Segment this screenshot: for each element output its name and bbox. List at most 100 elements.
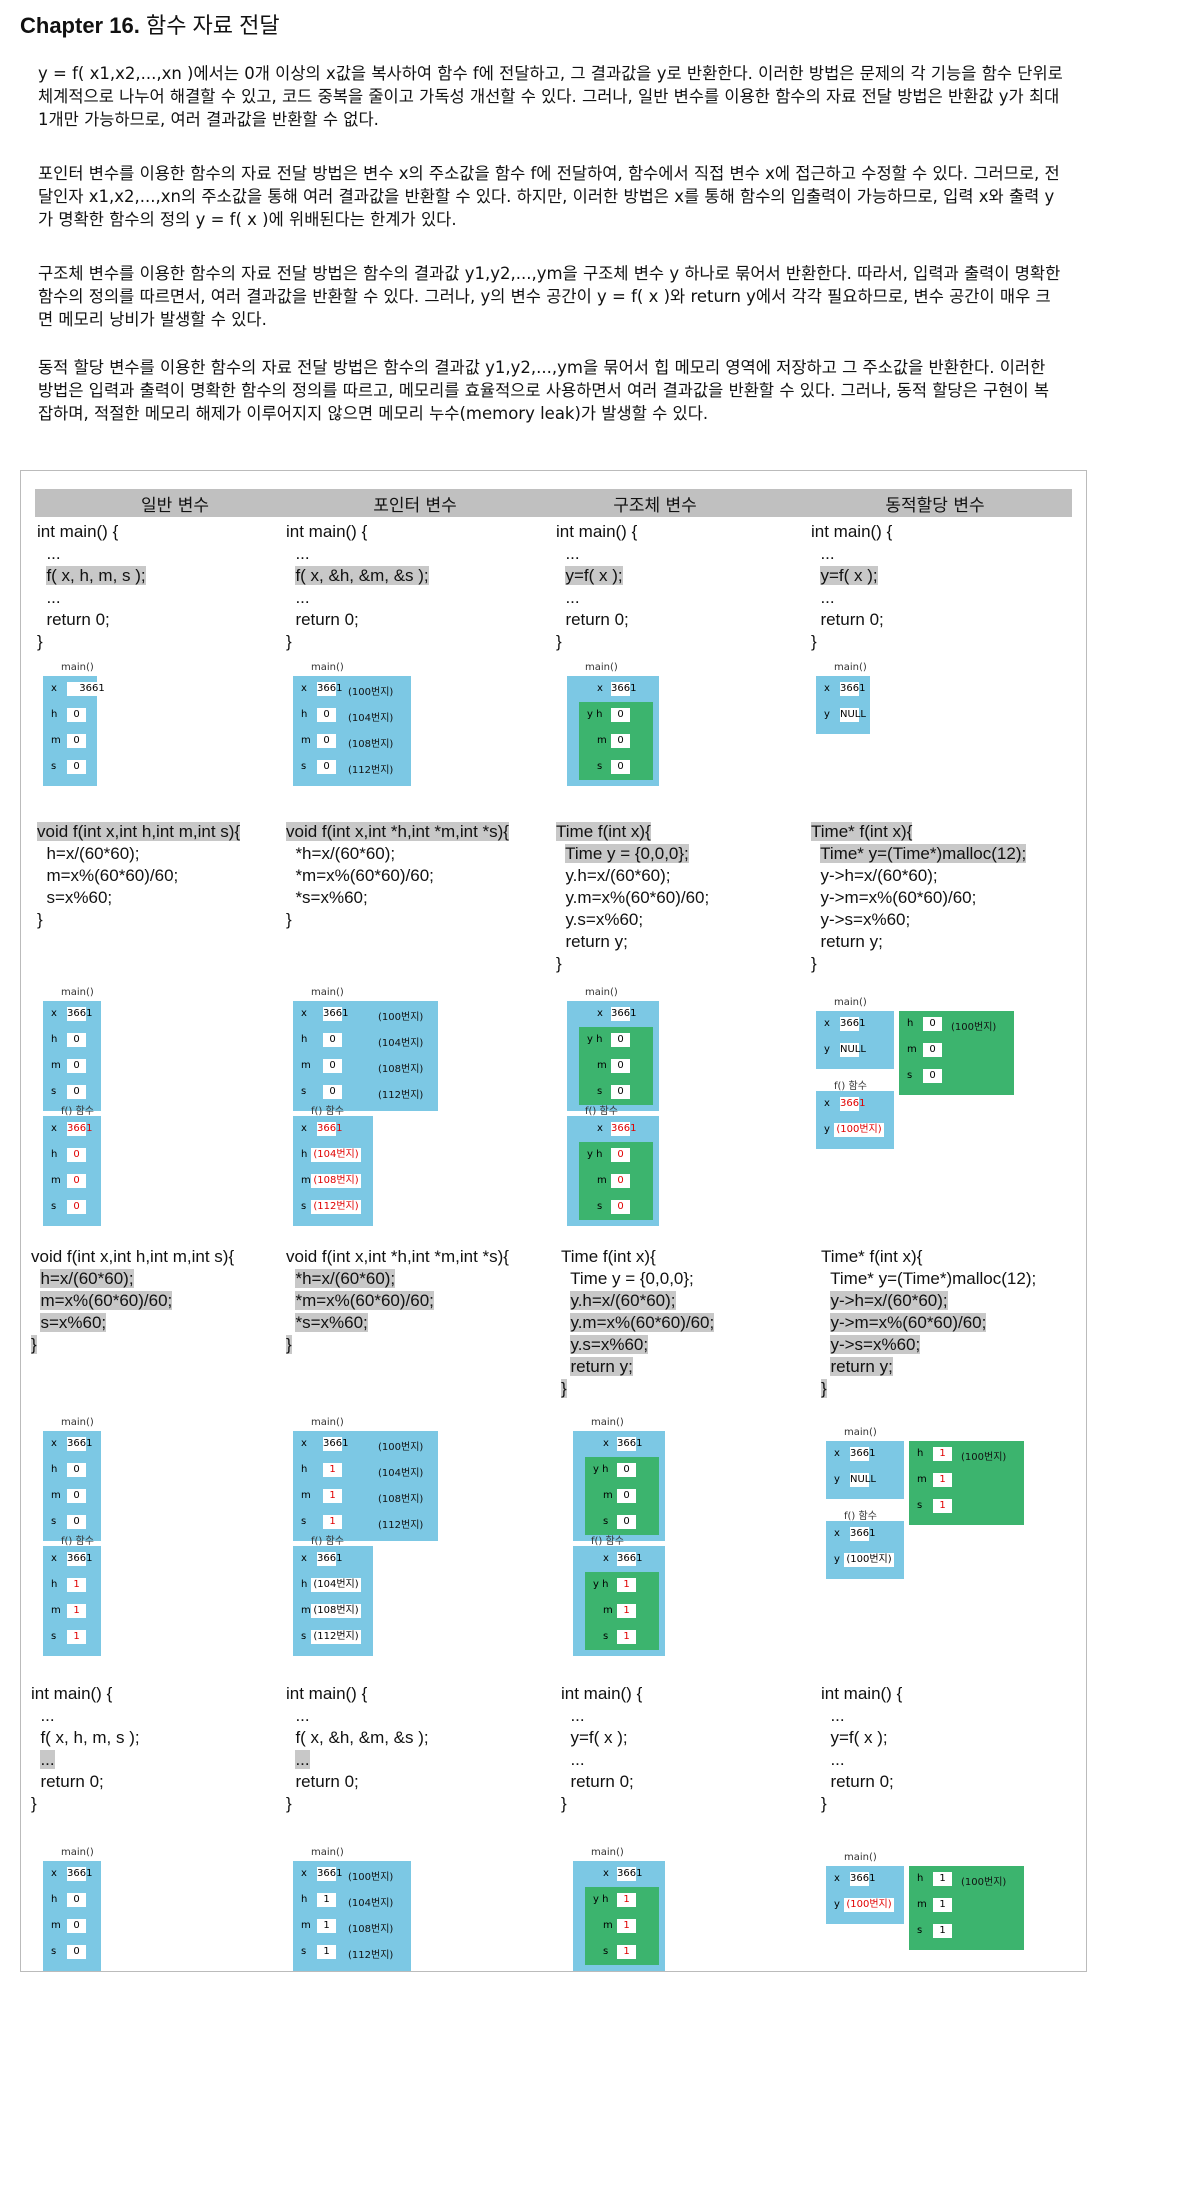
var-label: x: [824, 1098, 830, 1109]
var-value: 0: [67, 708, 86, 722]
memory-frame-label: f() 함수: [61, 1536, 94, 1547]
var-label: x: [301, 683, 307, 694]
code-line: Time* y=(Time*)malloc(12);: [821, 1269, 1037, 1288]
memory-block: x 3661 (100번지) h 1 (104번지) m 1 (108번지) s 1 (112번지): [293, 1861, 411, 1971]
var-label: s: [301, 761, 307, 772]
var-label: m: [603, 1490, 613, 1501]
code-line: }: [556, 632, 562, 651]
var-label: h: [917, 1448, 924, 1459]
code-line: ...: [286, 544, 310, 563]
var-label: y h: [587, 1034, 603, 1045]
memory-block: x 3661 y NULL: [816, 676, 870, 734]
address-label: (108번지): [348, 739, 394, 750]
code-line: y.h=x/(60*60);: [556, 866, 671, 885]
var-label: y: [824, 1124, 830, 1135]
paragraph-2: 포인터 변수를 이용한 함수의 자료 전달 방법은 변수 x의 주소값을 함수 …: [38, 164, 1060, 229]
code-line: void f(int x,int h,int m,int s){: [31, 1247, 235, 1266]
var-label: m: [301, 1175, 311, 1186]
code-line: f( x, &h, &m, &s );: [286, 1728, 429, 1747]
code-f-normal: void f(int x,int h,int m,int s){ h=x/(60…: [37, 821, 241, 931]
memory-block: h 1 (100번지) m 1 s 1: [909, 1866, 1024, 1950]
var-value: 3661: [67, 1007, 93, 1021]
var-value: 1: [933, 1924, 952, 1938]
var-value: 0: [923, 1017, 942, 1031]
code-line: }: [286, 1335, 292, 1354]
column-header-3: 구조체 변수: [613, 496, 697, 516]
var-value: 0: [67, 1945, 86, 1959]
code-main-dynamic: int main() { ... y=f( x ); ... return 0;…: [811, 521, 892, 653]
var-value: 1: [323, 1515, 342, 1529]
code-line: }: [286, 632, 292, 651]
var-value: 1: [933, 1872, 952, 1886]
var-value: NULL: [850, 1473, 876, 1487]
var-value: 3661: [67, 1122, 93, 1136]
diagram-frame: 일반 변수 포인터 변수 구조체 변수 동적할당 변수 int main() {…: [20, 470, 1087, 1972]
code-line: m=x%(60*60)/60;: [37, 866, 179, 885]
var-value: 0: [67, 1174, 86, 1188]
var-value: 1: [933, 1499, 952, 1513]
var-label: y: [824, 1044, 830, 1055]
var-value: 0: [67, 1200, 86, 1214]
var-value: 0: [617, 1463, 636, 1477]
var-label: m: [917, 1474, 927, 1485]
var-label: m: [907, 1044, 917, 1055]
var-label: x: [834, 1448, 840, 1459]
address-label: (100번지): [961, 1452, 1007, 1463]
var-label: y: [834, 1474, 840, 1485]
code-line: }: [561, 1379, 567, 1398]
code-line: ...: [556, 588, 580, 607]
address-label: (100번지): [348, 687, 394, 698]
var-label: x: [597, 1008, 603, 1019]
var-label: s: [51, 1516, 57, 1527]
code-main-normal: int main() { ... f( x, h, m, s ); ... re…: [37, 521, 146, 653]
var-value: 0: [67, 1919, 86, 1933]
code-line: y->s=x%60;: [830, 1335, 921, 1354]
struct-block: [909, 1866, 1024, 1950]
memory-block: x 3661 (100번지) h 1 (104번지) m 1 (108번지) s 1 (112번지): [293, 1431, 438, 1541]
var-value: 0: [67, 734, 86, 748]
code-line: int main() {: [31, 1684, 113, 1703]
var-value: 0: [611, 760, 630, 774]
var-value: 0: [611, 1148, 630, 1162]
code-line: }: [37, 910, 43, 929]
var-label: h: [301, 1034, 308, 1045]
var-value: 3661: [323, 1007, 349, 1021]
var-label: x: [51, 683, 57, 694]
var-value: NULL: [840, 1043, 866, 1057]
var-value: 0: [67, 1033, 86, 1047]
var-label: m: [301, 1920, 311, 1931]
var-label: m: [301, 1490, 311, 1501]
code-line: ...: [286, 588, 310, 607]
code-line: y.h=x/(60*60);: [570, 1291, 676, 1310]
var-label: y: [834, 1554, 840, 1565]
code-line: }: [821, 1794, 827, 1813]
var-value: 3661: [611, 682, 637, 696]
code-line: s=x%60;: [37, 888, 113, 907]
code-line: return y;: [830, 1357, 893, 1376]
paragraph-1: y = f( x1,x2,...,xn )에서는 0개 이상의 x값을 복사하여…: [38, 64, 1063, 129]
code-line: }: [31, 1335, 37, 1354]
code-main-pointer: int main() { ... f( x, &h, &m, &s ); ...…: [286, 521, 429, 653]
code-f-normal-done: void f(int x,int h,int m,int s){ h=x/(60…: [31, 1246, 234, 1356]
memory-frame-label: main(): [61, 1417, 94, 1428]
code-main-struct: int main() { ... y=f( x ); ... return 0;…: [556, 521, 637, 653]
var-value: 3661: [850, 1872, 876, 1886]
var-value: 3661: [611, 1007, 637, 1021]
code-line: s=x%60;: [40, 1313, 107, 1332]
var-label: h: [301, 1894, 308, 1905]
address-label: (112번지): [378, 1520, 424, 1531]
var-value: 0: [67, 1515, 86, 1529]
var-label: x: [824, 683, 830, 694]
var-label: h: [301, 1149, 308, 1160]
code-line: int main() {: [286, 1684, 368, 1703]
var-label: m: [51, 1920, 61, 1931]
code-line: return y;: [570, 1357, 633, 1376]
var-value: 0: [323, 1085, 342, 1099]
var-label: s: [597, 1086, 603, 1097]
code-f-struct-done: Time f(int x){ Time y = {0,0,0}; y.h=x/(…: [561, 1246, 715, 1400]
code-line: int main() {: [286, 522, 368, 541]
code-line: ...: [37, 588, 61, 607]
var-value: 0: [923, 1043, 942, 1057]
code-line: y=f( x );: [565, 566, 623, 585]
var-value: 0: [611, 1174, 630, 1188]
